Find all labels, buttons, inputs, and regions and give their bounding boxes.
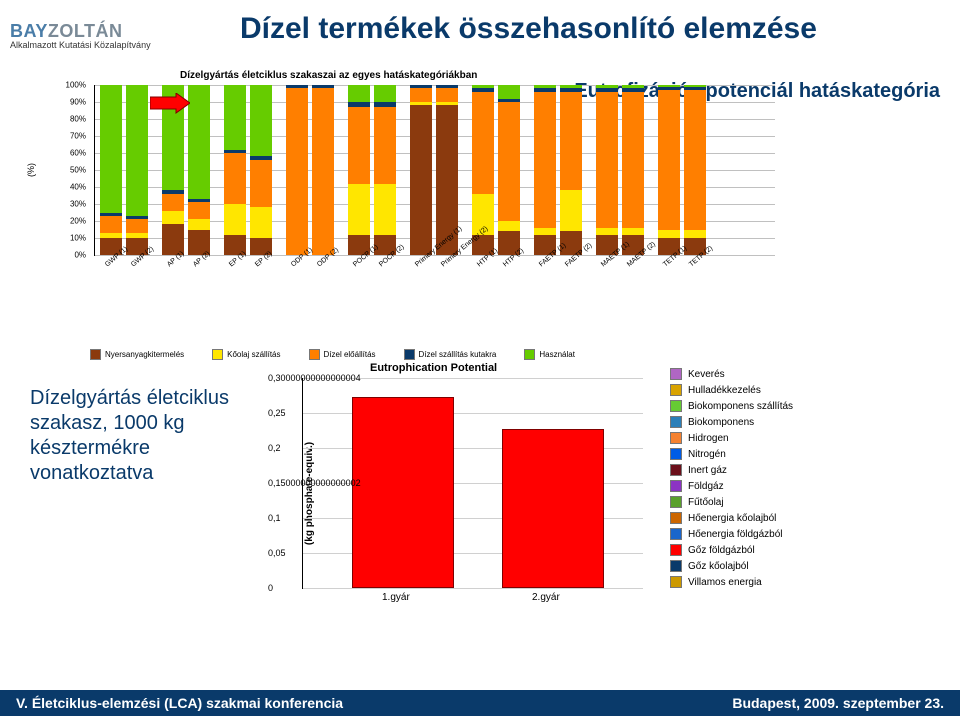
header: BAYZOLTÁN Alkalmazott Kutatási Közalapít… — [0, 0, 960, 64]
lower-bar — [502, 429, 604, 589]
lower-legend: Keverés Hulladékkezelés Biokomponens száll… — [670, 368, 860, 628]
legend2-item: Hulladékkezelés — [670, 384, 860, 396]
upper-bars — [94, 85, 774, 255]
logo-zoltan: ZOLTÁN — [48, 21, 123, 41]
legend2-item: Biokomponens — [670, 416, 860, 428]
logo: BAYZOLTÁN Alkalmazott Kutatási Közalapít… — [0, 6, 220, 64]
legend-item: Kőolaj szállítás — [212, 349, 280, 360]
legend2-item: Biokomponens szállítás — [670, 400, 860, 412]
logo-text: BAYZOLTÁN — [10, 21, 220, 42]
legend2-item: Nitrogén — [670, 448, 860, 460]
legend-item: Használat — [524, 349, 575, 360]
lower-xlabel: 1.gyár — [382, 592, 410, 603]
upper-xlabels: GWP (1)GWP (2)AP (1)AP (2)EP (1)EP (2)OD… — [94, 257, 774, 291]
legend2-item: Villamos energia — [670, 576, 860, 588]
footer: V. Életciklus-elemzési (LCA) szakmai kon… — [0, 690, 960, 716]
lower-xlabel: 2.gyár — [532, 592, 560, 603]
lower-chart-title: Eutrophication Potential — [370, 362, 497, 374]
lower-bar — [352, 397, 454, 588]
legend2-item: Inert gáz — [670, 464, 860, 476]
legend-item: Nyersanyagkitermelés — [90, 349, 184, 360]
legend2-item: Hőenergia földgázból — [670, 528, 860, 540]
footer-left: V. Életciklus-elemzési (LCA) szakmai kon… — [16, 695, 343, 711]
lower-section: Dízelgyártás életciklus szakasz, 1000 kg… — [0, 368, 960, 628]
legend2-item: Földgáz — [670, 480, 860, 492]
page-title: Dízel termékek összehasonlító elemzése — [240, 12, 817, 46]
legend2-item: Gőz kőolajból — [670, 560, 860, 572]
legend-item: Dízel szállítás kutakra — [404, 349, 497, 360]
legend2-item: Hidrogen — [670, 432, 860, 444]
upper-legend: Nyersanyagkitermelés Kőolaj szállítás Díze… — [90, 349, 960, 360]
upper-yaxis: 0%10%20%30%40%50%60%70%80%90%100% — [50, 85, 90, 255]
lower-description: Dízelgyártás életciklus szakasz, 1000 kg… — [0, 368, 250, 628]
lower-chart: Eutrophication Potential (kg phosphate-e… — [250, 368, 670, 628]
logo-bay: BAY — [10, 21, 48, 41]
legend-item: Dízel előállítás — [309, 349, 376, 360]
legend2-item: Gőz földgázból — [670, 544, 860, 556]
footer-right: Budapest, 2009. szeptember 23. — [732, 695, 944, 711]
highlight-arrow-icon — [150, 93, 190, 123]
logo-sub: Alkalmazott Kutatási Közalapítvány — [10, 40, 220, 50]
legend2-item: Hőenergia kőolajból — [670, 512, 860, 524]
upper-chart: (%) 0%10%20%30%40%50%60%70%80%90%100% GW… — [60, 85, 800, 305]
legend2-item: Fűtőolaj — [670, 496, 860, 508]
upper-ylabel: (%) — [26, 163, 36, 177]
legend2-item: Keverés — [670, 368, 860, 380]
